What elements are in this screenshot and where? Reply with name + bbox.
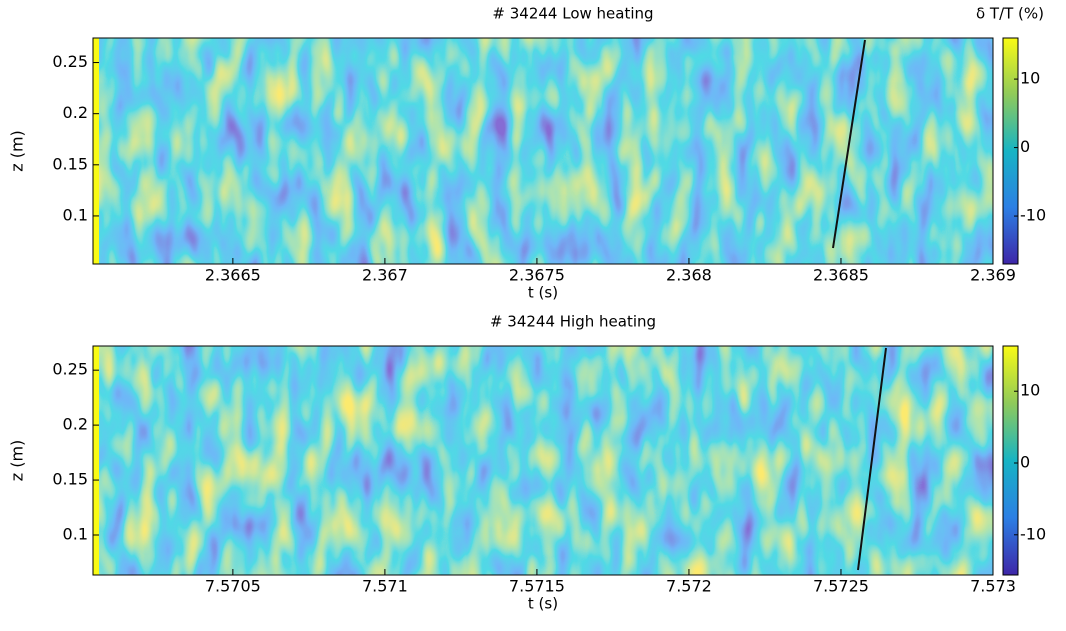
x-tick-label: 7.571	[362, 577, 408, 596]
chart-title: # 34244 Low heating	[492, 5, 653, 23]
colorbar-tick-label: 10	[1020, 69, 1040, 88]
heatmap-field	[93, 346, 993, 575]
colorbar-label: δ T/T (%)	[976, 5, 1044, 23]
edge-stripe	[93, 346, 99, 575]
x-tick-label: 7.572	[666, 577, 712, 596]
x-tick-label: 7.5705	[205, 577, 261, 596]
colorbar	[1002, 37, 1019, 265]
y-tick-label: 0.1	[63, 205, 88, 224]
y-axis-label: z (m)	[8, 440, 27, 482]
y-tick-label: 0.2	[63, 415, 88, 434]
x-tick-label: 7.5725	[813, 577, 869, 596]
annotation-line	[857, 347, 887, 571]
x-tick-label: 2.3665	[205, 266, 261, 285]
colorbar	[1002, 345, 1019, 576]
colorbar-tick-label: 0	[1020, 137, 1030, 156]
heatmap-field	[93, 38, 993, 264]
plot-frame	[92, 345, 994, 576]
colorbar-tick-label: 10	[1020, 381, 1040, 400]
y-tick-label: 0.15	[52, 154, 88, 173]
y-axis-label: z (m)	[8, 130, 27, 172]
y-tick-label: 0.2	[63, 103, 88, 122]
x-tick-label: 2.369	[970, 266, 1016, 285]
colorbar-tick-label: 0	[1020, 453, 1030, 472]
edge-stripe	[93, 38, 99, 264]
x-tick-label: 7.5715	[509, 577, 565, 596]
y-tick-label: 0.1	[63, 525, 88, 544]
x-tick-label: 2.367	[362, 266, 408, 285]
x-axis-label: t (s)	[528, 284, 558, 302]
colorbar-tick-label: -10	[1020, 206, 1046, 225]
plot-frame	[92, 37, 994, 265]
annotation-line	[832, 39, 866, 249]
x-tick-label: 2.368	[666, 266, 712, 285]
x-tick-label: 2.3675	[509, 266, 565, 285]
x-axis-label: t (s)	[528, 595, 558, 613]
x-tick-label: 7.573	[970, 577, 1016, 596]
y-tick-label: 0.15	[52, 470, 88, 489]
y-tick-label: 0.25	[52, 360, 88, 379]
x-tick-label: 2.3685	[813, 266, 869, 285]
chart-title: # 34244 High heating	[490, 313, 656, 331]
y-tick-label: 0.25	[52, 52, 88, 71]
colorbar-tick-label: -10	[1020, 524, 1046, 543]
